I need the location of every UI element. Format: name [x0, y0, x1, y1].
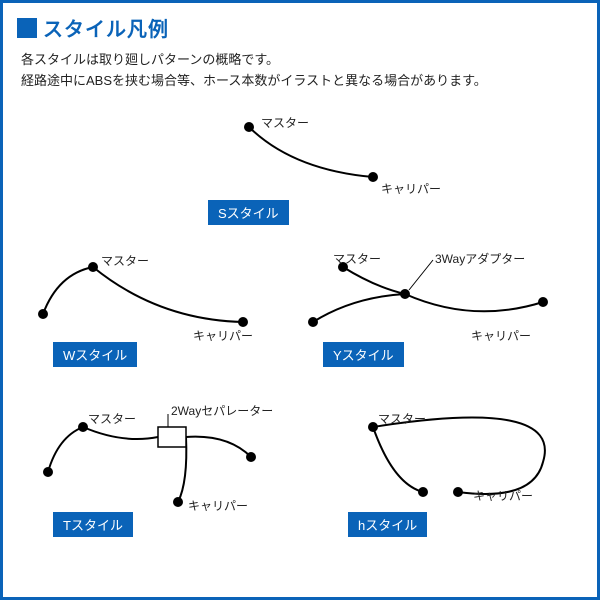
style-label-y: Yスタイル	[323, 342, 404, 367]
separator-label: 2Wayセパレーター	[171, 402, 273, 419]
node-label-y-cal2: キャリパー	[471, 327, 531, 344]
description-line2: 経路途中にABSを挟む場合等、ホース本数がイラストと異なる場合があります。	[21, 71, 579, 92]
node-label-y-adapter: 3Wayアダプター	[435, 250, 525, 267]
style-label-w: Wスタイル	[53, 342, 137, 367]
header-square-icon	[17, 18, 37, 38]
style-label-t: Tスタイル	[53, 512, 133, 537]
node-label-h-cal2: キャリパー	[473, 487, 533, 504]
header: スタイル凡例	[3, 3, 597, 46]
node-label-h-master: マスター	[378, 410, 426, 427]
node-label-y-master: マスター	[333, 250, 381, 267]
header-title: スタイル凡例	[43, 13, 169, 42]
outer-frame: スタイル凡例 各スタイルは取り廻しパターンの概略です。 経路途中にABSを挟む場…	[0, 0, 600, 600]
style-label-s: Sスタイル	[208, 200, 289, 225]
diagram-area: マスターキャリパーSスタイルマスターキャリパーWスタイルマスター3Wayアダプタ…	[3, 92, 597, 562]
node-label-s-caliper: キャリパー	[381, 180, 441, 197]
node-label-t-cal2: キャリパー	[188, 497, 248, 514]
description-line1: 各スタイルは取り廻しパターンの概略です。	[21, 50, 579, 71]
node-label-t-master: マスター	[88, 410, 136, 427]
description: 各スタイルは取り廻しパターンの概略です。 経路途中にABSを挟む場合等、ホース本…	[3, 46, 597, 92]
node-label-w-cal2: キャリパー	[193, 327, 253, 344]
node-label-s-master: マスター	[261, 114, 309, 131]
style-label-h: hスタイル	[348, 512, 427, 537]
node-label-w-master: マスター	[101, 252, 149, 269]
